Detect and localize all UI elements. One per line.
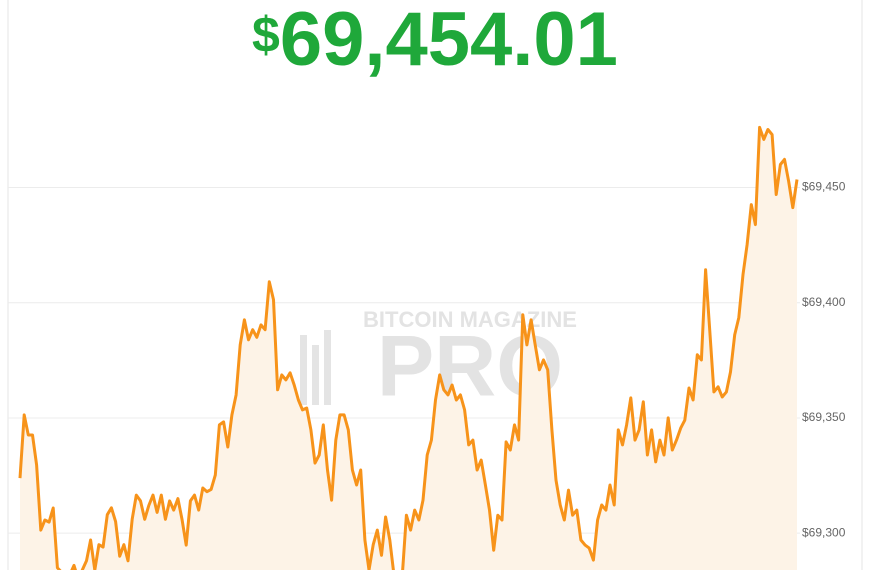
y-tick-label: $69,400 [802,295,846,309]
y-tick-label: $69,300 [802,525,846,539]
watermark-top: BITCOIN MAGAZINE [363,307,577,332]
y-tick-label: $69,350 [802,410,846,424]
price-value: 69,454.01 [280,0,618,82]
price-title: $69,454.01 [252,0,618,82]
y-tick-label: $69,450 [802,180,846,194]
area [20,127,797,570]
price-line [18,125,799,570]
price-symbol: $ [252,7,280,63]
watermark-logo [300,330,331,405]
